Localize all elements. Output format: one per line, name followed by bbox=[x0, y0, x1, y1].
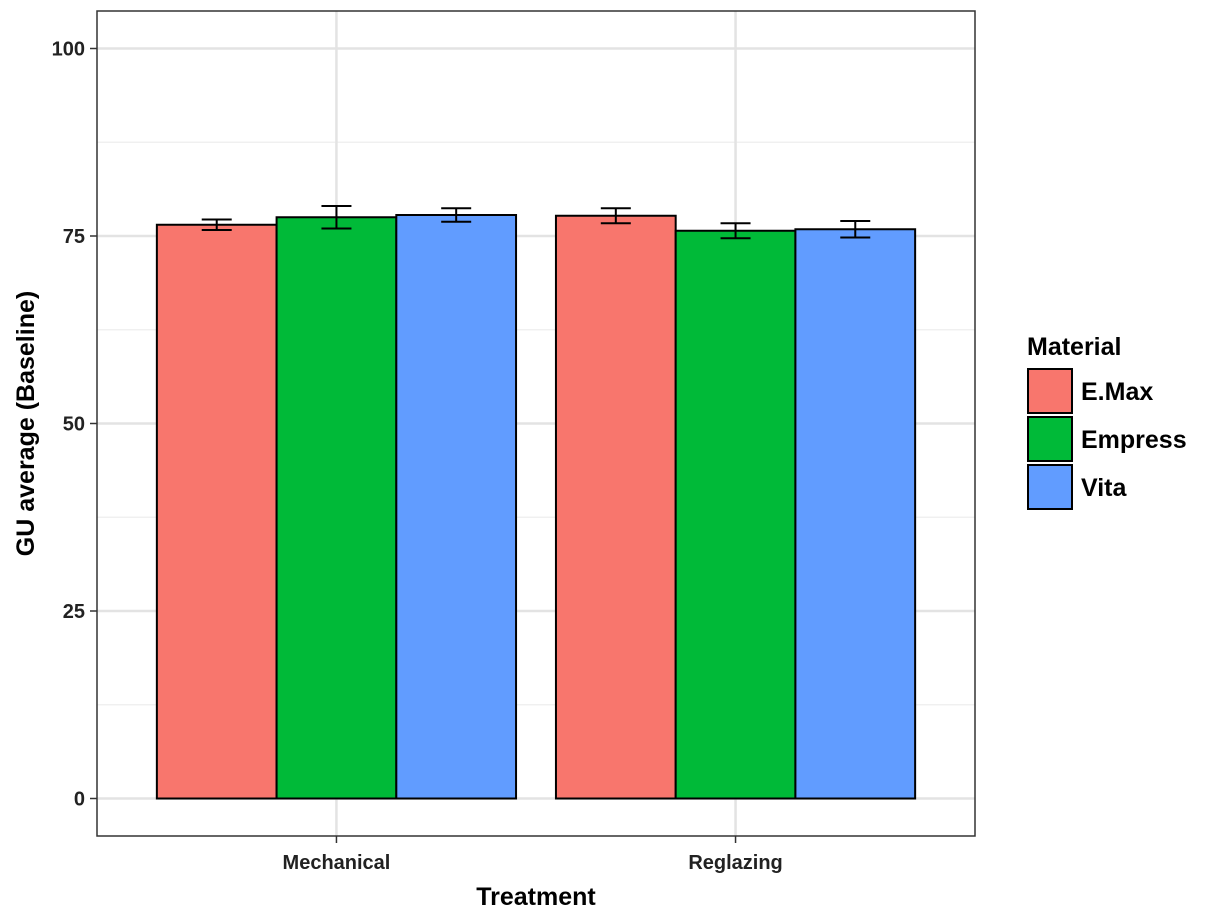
legend-key bbox=[1027, 368, 1073, 414]
y-axis-ticks: 0 25 50 75 100 bbox=[52, 39, 97, 811]
bar bbox=[554, 214, 677, 800]
y-tick-label: 0 bbox=[74, 789, 85, 811]
y-tick-label: 50 bbox=[63, 414, 85, 436]
legend-title: Material bbox=[1027, 333, 1121, 361]
legend-label: Vita bbox=[1081, 474, 1127, 502]
bar bbox=[155, 223, 278, 800]
y-tick-label: 75 bbox=[63, 226, 85, 248]
legend-key bbox=[1027, 416, 1073, 462]
bar bbox=[395, 214, 518, 800]
bar bbox=[794, 228, 917, 800]
x-axis-ticks: Mechanical Reglazing bbox=[283, 836, 783, 874]
legend-label: Empress bbox=[1081, 426, 1187, 454]
bar bbox=[674, 229, 797, 800]
x-tick-label: Reglazing bbox=[688, 852, 782, 874]
y-tick-label: 100 bbox=[52, 39, 85, 61]
y-axis-title: GU average (Baseline) bbox=[12, 291, 40, 556]
legend: E.Max Empress Vita bbox=[1027, 368, 1187, 510]
x-tick-label: Mechanical bbox=[283, 852, 391, 874]
bars bbox=[155, 214, 917, 800]
x-axis-title: Treatment bbox=[476, 883, 596, 911]
legend-label: E.Max bbox=[1081, 378, 1153, 406]
legend-key bbox=[1027, 464, 1073, 510]
y-tick-label: 25 bbox=[63, 601, 85, 623]
bar bbox=[275, 216, 398, 800]
error-bars bbox=[201, 205, 871, 240]
